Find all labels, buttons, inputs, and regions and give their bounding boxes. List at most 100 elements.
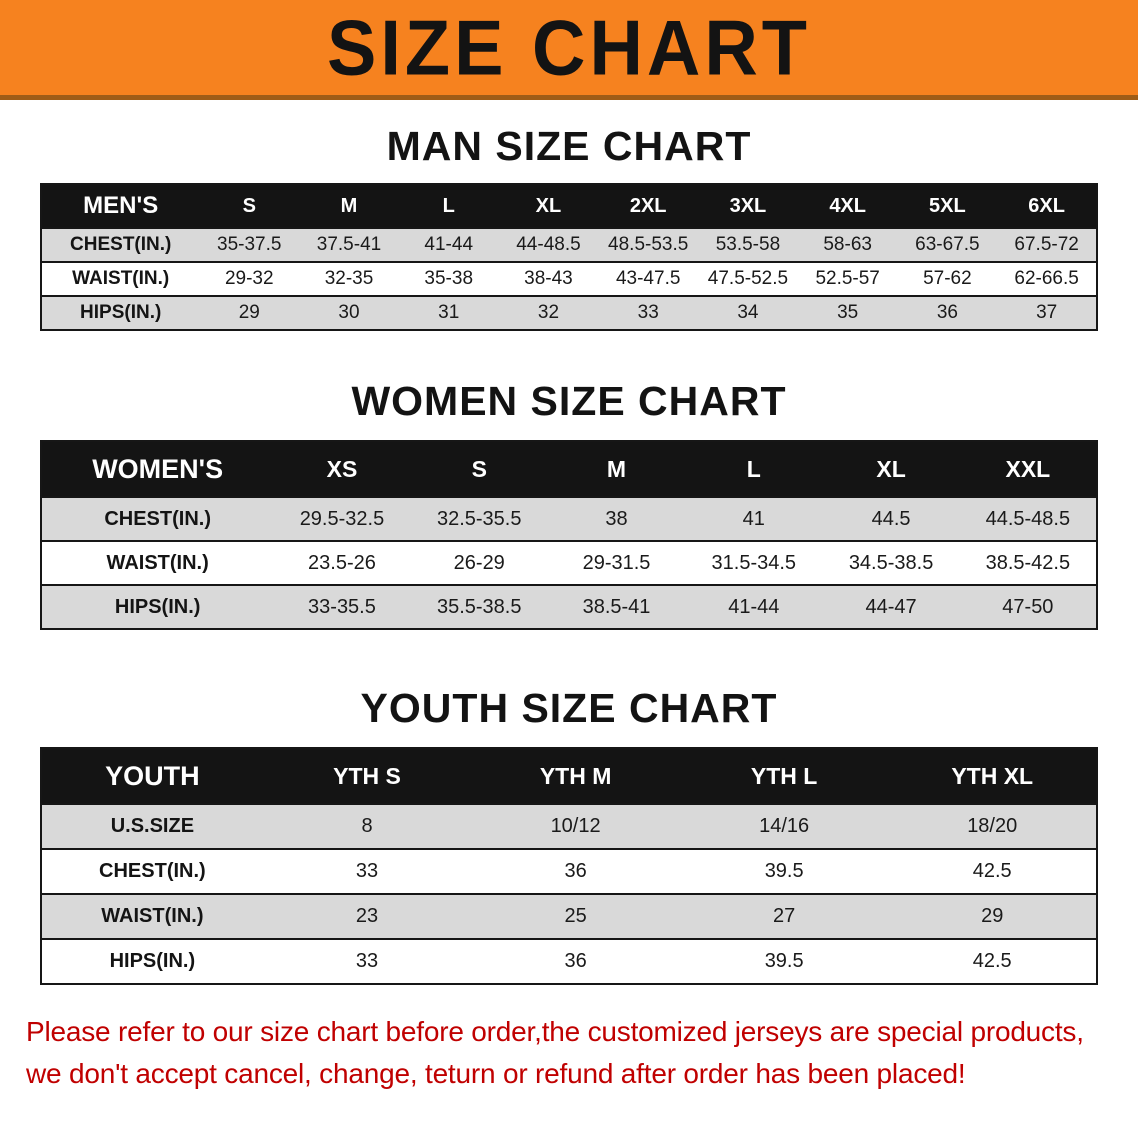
- size-value-cell: 44.5: [871, 507, 911, 530]
- size-header-row: WOMEN'S XS S M L XL XXL: [41, 441, 1097, 497]
- size-value-cell: 41-44: [728, 595, 780, 618]
- size-value-cell: 33: [355, 860, 379, 882]
- size-value-cell: 62-66.5: [1014, 268, 1079, 289]
- size-column-header: 6XL: [1028, 194, 1065, 217]
- size-value-cell: 8: [361, 815, 373, 837]
- measurement-row: CHEST(IN.) 35-37.5 37.5-41 41-44 44-48.5 48.5…: [41, 228, 1097, 262]
- size-value-cell: 58-63: [823, 234, 872, 255]
- size-value-cell: 48.5-53.5: [608, 234, 689, 255]
- size-value-cell: 38.5-41: [582, 595, 651, 618]
- size-value-cell: 23: [355, 905, 379, 927]
- size-value-cell: 34: [737, 302, 759, 323]
- size-header-row: MEN'S S M L XL 2XL 3XL 4XL 5XL 6XL: [41, 184, 1097, 228]
- women-section: WOMEN SIZE CHART WOMEN'S XS S M L XL XXL CHEST(…: [0, 381, 1138, 630]
- size-value-cell: 35.5-38.5: [436, 595, 522, 618]
- size-value-cell: 38: [605, 507, 628, 530]
- size-value-cell: 52.5-57: [815, 268, 880, 289]
- size-column-header: L: [442, 194, 455, 217]
- size-value-cell: 31: [438, 302, 460, 323]
- size-column-header: XS: [326, 455, 358, 482]
- men-section-heading: MAN SIZE CHART: [386, 123, 752, 169]
- size-column-header: 4XL: [829, 194, 866, 217]
- size-value-cell: 29-32: [224, 268, 274, 289]
- youth-size-table: YOUTH YTH S YTH M YTH L YTH XL U.S.SIZE 8 10/12…: [40, 747, 1098, 985]
- row-label-cell: WAIST(IN.): [72, 268, 170, 289]
- size-column-header: 3XL: [729, 194, 767, 217]
- row-label-cell: HIPS(IN.): [114, 595, 201, 618]
- size-value-cell: 25: [564, 905, 587, 927]
- size-value-cell: 42.5: [972, 950, 1012, 972]
- row-label-cell: HIPS(IN.): [109, 950, 196, 972]
- size-value-cell: 39.5: [764, 860, 804, 882]
- size-value-cell: 14/16: [759, 815, 810, 837]
- youth-section-heading: YOUTH SIZE CHART: [360, 685, 778, 731]
- disclaimer-line-2: we don't accept cancel, change, teturn o…: [26, 1058, 966, 1089]
- size-column-header: 2XL: [629, 194, 667, 217]
- size-value-cell: 29: [981, 905, 1004, 927]
- size-value-cell: 29.5-32.5: [299, 507, 385, 530]
- size-value-cell: 10/12: [550, 815, 601, 837]
- size-value-cell: 37.5-41: [316, 234, 382, 255]
- size-value-cell: 31.5-34.5: [711, 551, 797, 574]
- size-column-header: YTH XL: [951, 762, 1034, 789]
- size-value-cell: 23.5-26: [308, 551, 376, 574]
- row-label-cell: CHEST(IN.): [104, 507, 211, 530]
- size-column-header: S: [471, 455, 487, 482]
- disclaimer-line-1: Please refer to our size chart before or…: [26, 1016, 1084, 1047]
- size-value-cell: 47-50: [1002, 595, 1054, 618]
- row-label-cell: U.S.SIZE: [110, 815, 195, 837]
- size-value-cell: 29-31.5: [582, 551, 651, 574]
- size-value-cell: 47.5-52.5: [707, 268, 789, 289]
- measurement-row: HIPS(IN.) 29 30 31 32 33 34 35 36 37: [41, 296, 1097, 330]
- size-column-header: XL: [876, 455, 906, 482]
- measurement-row: CHEST(IN.) 29.5-32.5 32.5-35.5 38 41 44.5 44.5…: [41, 497, 1097, 541]
- size-column-header: XL: [535, 194, 562, 217]
- size-value-cell: 63-67.5: [915, 234, 980, 255]
- size-column-header: 5XL: [929, 194, 966, 217]
- row-label-cell: HIPS(IN.): [80, 302, 162, 323]
- size-value-cell: 41-44: [424, 234, 474, 255]
- table-title-cell: MEN'S: [83, 192, 159, 219]
- youth-section: YOUTH SIZE CHART YOUTH YTH S YTH M YTH L YTH…: [0, 688, 1138, 985]
- size-value-cell: 33: [637, 302, 659, 323]
- row-label-cell: CHEST(IN.): [70, 234, 172, 255]
- size-column-header: YTH M: [539, 762, 612, 789]
- row-label-cell: WAIST(IN.): [106, 551, 209, 574]
- size-column-header: M: [606, 455, 627, 482]
- measurement-row: HIPS(IN.) 33-35.5 35.5-38.5 38.5-41 41-44 44-…: [41, 585, 1097, 629]
- size-value-cell: 35-37.5: [217, 234, 282, 255]
- size-value-cell: 44.5-48.5: [985, 507, 1071, 530]
- measurement-row: HIPS(IN.) 33 36 39.5 42.5: [41, 939, 1097, 984]
- size-value-cell: 35-38: [424, 268, 474, 289]
- size-column-header: L: [746, 455, 761, 482]
- size-chart-title: SIZE CHART: [327, 3, 811, 91]
- size-column-header: M: [340, 194, 358, 217]
- size-value-cell: 44-48.5: [516, 234, 581, 255]
- size-value-cell: 34.5-38.5: [848, 551, 934, 574]
- size-value-cell: 33: [355, 950, 379, 972]
- size-value-cell: 32: [537, 302, 560, 323]
- table-title-cell: WOMEN'S: [92, 453, 224, 484]
- size-value-cell: 38.5-42.5: [985, 551, 1071, 574]
- size-value-cell: 35: [837, 302, 859, 323]
- men-size-table: MEN'S S M L XL 2XL 3XL 4XL 5XL 6XL CHEST(IN.) 35-37…: [40, 183, 1098, 331]
- women-section-heading: WOMEN SIZE CHART: [351, 378, 787, 424]
- size-value-cell: 30: [338, 302, 360, 323]
- size-column-header: YTH L: [750, 762, 818, 789]
- size-value-cell: 36: [936, 302, 958, 323]
- row-label-cell: WAIST(IN.): [101, 905, 204, 927]
- size-column-header: S: [242, 194, 256, 217]
- size-value-cell: 43-47.5: [615, 268, 681, 289]
- size-value-cell: 39.5: [764, 950, 804, 972]
- measurement-row: WAIST(IN.) 23.5-26 26-29 29-31.5 31.5-34.5 34…: [41, 541, 1097, 585]
- size-value-cell: 38-43: [524, 268, 573, 289]
- disclaimer: Please refer to our size chart before or…: [26, 1011, 1138, 1095]
- measurement-row: CHEST(IN.) 33 36 39.5 42.5: [41, 849, 1097, 894]
- size-value-cell: 26-29: [453, 551, 505, 574]
- size-value-cell: 42.5: [972, 860, 1012, 882]
- size-value-cell: 32.5-35.5: [436, 507, 522, 530]
- size-value-cell: 67.5-72: [1014, 234, 1079, 255]
- row-label-cell: CHEST(IN.): [99, 860, 206, 882]
- size-value-cell: 36: [564, 860, 587, 882]
